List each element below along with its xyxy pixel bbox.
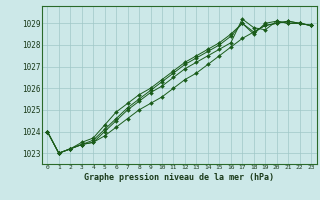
X-axis label: Graphe pression niveau de la mer (hPa): Graphe pression niveau de la mer (hPa) bbox=[84, 173, 274, 182]
